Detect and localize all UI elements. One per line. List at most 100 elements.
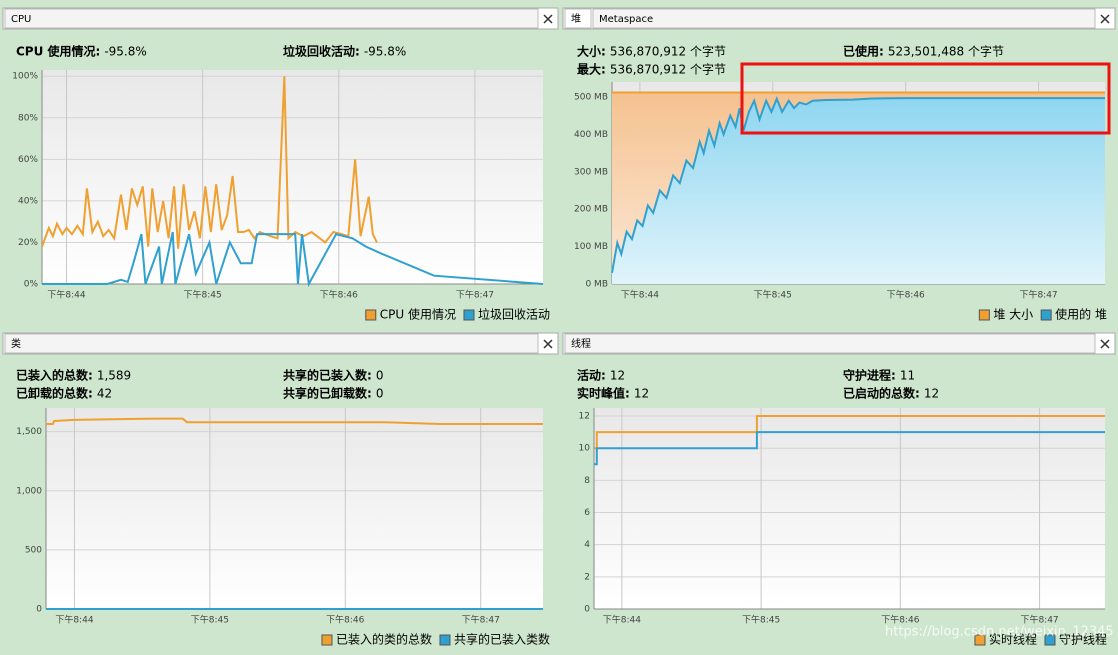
y-tick-label: 500 MB xyxy=(574,92,608,102)
tab-label[interactable]: CPU xyxy=(11,14,31,25)
stat-value: 0 xyxy=(376,387,384,401)
stat-value: -95.8% xyxy=(104,45,146,59)
highlight-box xyxy=(740,62,1111,135)
x-tick-label: 下午8:44 xyxy=(55,614,93,626)
stat-label: 共享的已装入数: xyxy=(283,368,372,383)
stat-label: 共享的已卸载数: xyxy=(283,386,372,401)
series-line xyxy=(594,431,1105,466)
legend-label: 共享的已装入类数 xyxy=(454,632,550,647)
y-tick-label: 100% xyxy=(12,72,38,82)
y-tick-label: 200 MB xyxy=(574,205,608,215)
legend-label: 垃圾回收活动 xyxy=(478,307,550,322)
legend-swatch xyxy=(978,309,990,321)
legend-swatch xyxy=(1044,634,1056,646)
tab-label[interactable]: Metaspace xyxy=(599,14,653,25)
y-tick-label: 12 xyxy=(579,412,590,422)
stat-value: 523,501,488 个字节 xyxy=(888,44,1004,59)
y-tick-label: 2 xyxy=(584,572,590,582)
y-tick-label: 4 xyxy=(584,540,590,550)
x-tick-label: 下午8:46 xyxy=(881,614,919,626)
series-line xyxy=(46,417,543,425)
x-tick-label: 下午8:47 xyxy=(1020,614,1058,626)
y-tick-label: 80% xyxy=(18,113,38,123)
legend-swatch xyxy=(321,634,333,646)
tab[interactable] xyxy=(564,8,592,29)
y-tick-label: 100 MB xyxy=(574,242,608,252)
y-tick-label: 1,500 xyxy=(16,427,42,437)
close-button[interactable] xyxy=(543,14,553,24)
stat-value: 12 xyxy=(610,369,625,383)
legend-swatch xyxy=(463,309,475,321)
tab[interactable] xyxy=(4,8,539,29)
series-line xyxy=(41,76,378,249)
plot-area xyxy=(46,408,543,609)
legend-label: 已装入的类的总数 xyxy=(336,632,432,647)
y-tick-label: 0 MB xyxy=(585,280,608,290)
x-tick-label: 下午8:47 xyxy=(456,289,494,301)
tab-label[interactable]: 堆 xyxy=(571,13,581,25)
close-button[interactable] xyxy=(543,339,553,349)
x-tick-label: 下午8:47 xyxy=(462,614,500,626)
stat-value: 12 xyxy=(924,387,939,401)
tab[interactable] xyxy=(4,333,539,354)
series-line xyxy=(611,96,1105,273)
stat-label: CPU 使用情况: xyxy=(16,44,100,59)
x-tick-label: 下午8:44 xyxy=(603,614,641,626)
plot-area xyxy=(594,408,1105,609)
tab-label[interactable]: 类 xyxy=(11,337,21,350)
stat-label: 守护进程: xyxy=(843,368,896,383)
legend-label: 守护线程 xyxy=(1059,632,1107,647)
series-line xyxy=(42,231,544,288)
stat-value: -95.8% xyxy=(364,45,406,59)
y-tick-label: 500 xyxy=(25,545,42,555)
y-tick-label: 60% xyxy=(18,155,38,165)
stat-value: 0 xyxy=(376,369,384,383)
plot-area xyxy=(42,70,543,284)
legend-label: 实时线程 xyxy=(989,632,1037,647)
stat-label: 已卸载的总数: xyxy=(16,386,93,401)
stat-label: 垃圾回收活动: xyxy=(283,44,360,59)
close-button[interactable] xyxy=(1100,14,1110,24)
y-tick-label: 6 xyxy=(584,508,590,518)
stat-label: 已使用: xyxy=(843,44,884,59)
y-tick-label: 8 xyxy=(584,476,590,486)
x-tick-label: 下午8:45 xyxy=(754,289,792,301)
legend-swatch xyxy=(439,634,451,646)
stat-value: 11 xyxy=(900,369,915,383)
x-tick-label: 下午8:45 xyxy=(742,614,780,626)
area xyxy=(612,98,1105,285)
stat-label: 已启动的总数: xyxy=(843,386,920,401)
stat-value: 536,870,912 个字节 xyxy=(610,62,726,77)
x-tick-label: 下午8:46 xyxy=(320,289,358,301)
x-tick-label: 下午8:46 xyxy=(887,289,925,301)
x-tick-label: 下午8:45 xyxy=(184,289,222,301)
stat-label: 已装入的总数: xyxy=(16,368,93,383)
legend-label: CPU 使用情况 xyxy=(380,307,456,322)
y-tick-label: 10 xyxy=(579,444,591,454)
y-tick-label: 1,000 xyxy=(16,486,42,496)
legend-swatch xyxy=(365,309,377,321)
stat-label: 大小: xyxy=(577,44,606,59)
tab[interactable] xyxy=(564,333,1096,354)
stat-label: 实时峰值: xyxy=(577,386,630,401)
y-tick-label: 0% xyxy=(24,280,39,290)
tab[interactable] xyxy=(592,8,1096,29)
legend-label: 堆 大小 xyxy=(993,308,1033,322)
stat-value: 42 xyxy=(97,387,112,401)
stat-value: 1,589 xyxy=(97,369,131,383)
y-tick-label: 400 MB xyxy=(574,130,608,140)
stat-value: 12 xyxy=(634,387,649,401)
stat-value: 536,870,912 个字节 xyxy=(610,44,726,59)
stat-label: 活动: xyxy=(577,368,606,383)
stat-label: 最大: xyxy=(577,62,606,77)
legend-swatch xyxy=(974,634,986,646)
x-tick-label: 下午8:47 xyxy=(1019,289,1057,301)
close-button[interactable] xyxy=(1100,339,1110,349)
tab-label[interactable]: 线程 xyxy=(571,337,591,350)
y-tick-label: 300 MB xyxy=(574,167,608,177)
x-tick-label: 下午8:44 xyxy=(621,289,659,301)
watermark: https://blog.csdn.net/weixin_12345 xyxy=(885,625,1114,640)
legend-label: 使用的 堆 xyxy=(1055,307,1107,322)
y-tick-label: 0 xyxy=(36,605,42,615)
